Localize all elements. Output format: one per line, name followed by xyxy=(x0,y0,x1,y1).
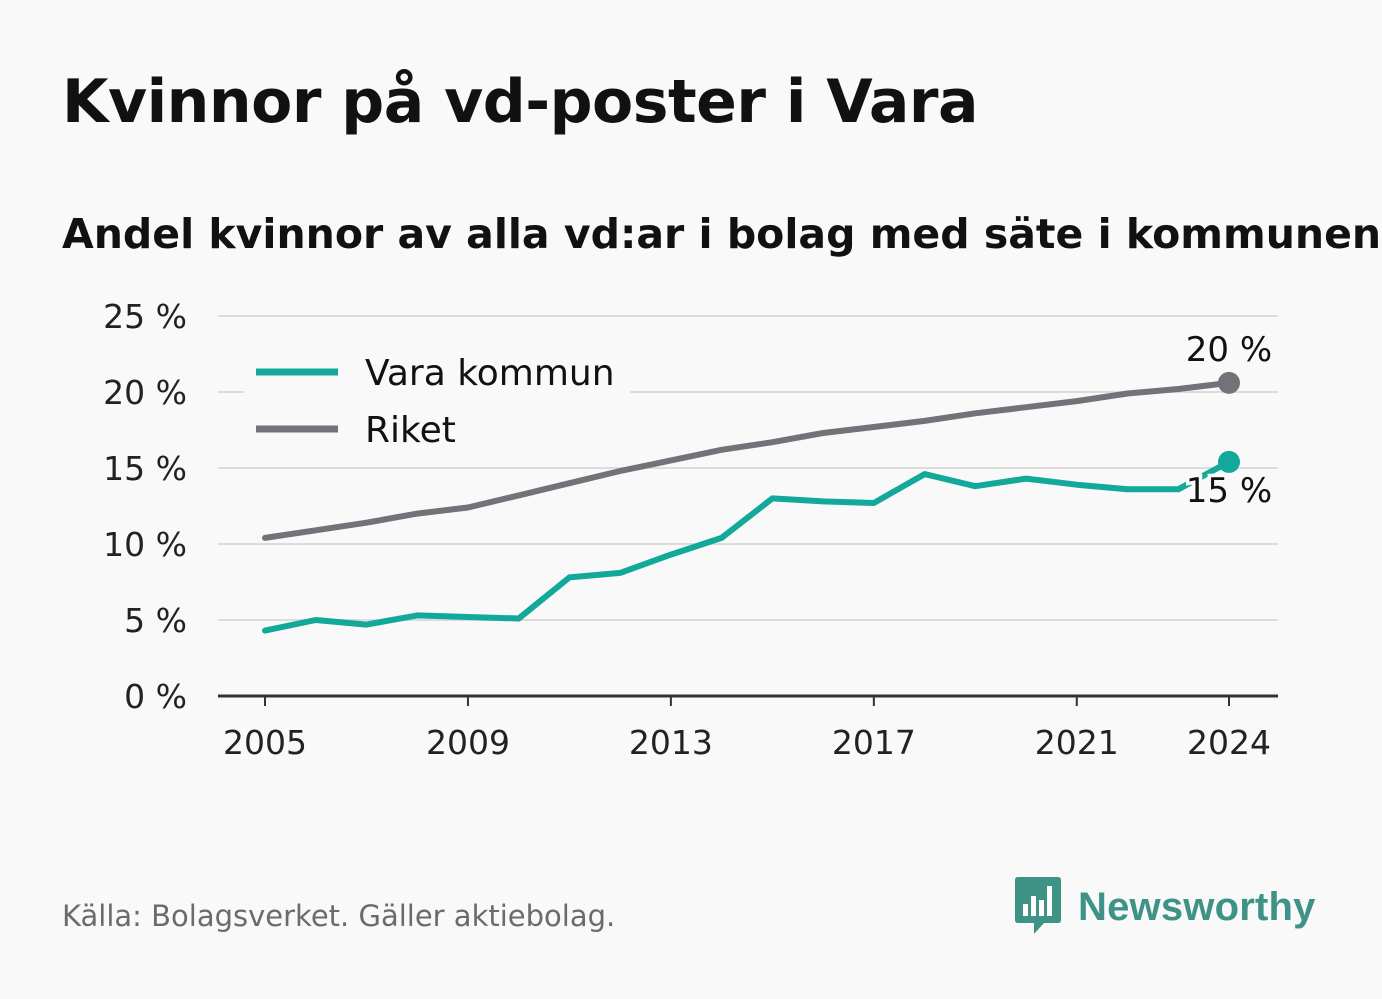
legend: Vara kommun Riket xyxy=(244,346,630,454)
legend-background xyxy=(244,346,630,454)
end-label-vara: 15 % xyxy=(1186,471,1272,511)
brand-name: Newsworthy xyxy=(1078,884,1316,929)
x-tick-label: 2013 xyxy=(629,723,713,762)
y-axis-ticks: 0 % 5 % 10 % 15 % 20 % 25 % xyxy=(103,297,187,716)
y-tick-label: 5 % xyxy=(124,601,187,640)
x-tick-label: 2021 xyxy=(1035,723,1119,762)
y-tick-label: 20 % xyxy=(103,373,187,412)
x-tick-label: 2005 xyxy=(223,723,307,762)
chart-title: Kvinnor på vd-poster i Vara xyxy=(62,67,979,137)
end-point-vara xyxy=(1218,450,1240,473)
end-label-riket: 20 % xyxy=(1186,330,1272,370)
x-tick-label: 2024 xyxy=(1187,723,1271,762)
chart-subtitle: Andel kvinnor av alla vd:ar i bolag med … xyxy=(62,210,1382,258)
source-note: Källa: Bolagsverket. Gäller aktiebolag. xyxy=(62,899,616,933)
x-tick-label: 2017 xyxy=(832,723,916,762)
y-tick-label: 10 % xyxy=(103,525,187,564)
end-labels: 20 % 15 % xyxy=(1182,330,1275,515)
x-axis-ticks: 2005 2009 2013 2017 2021 2024 xyxy=(223,696,1271,762)
y-tick-label: 25 % xyxy=(103,297,187,336)
legend-label-vara: Vara kommun xyxy=(365,353,615,394)
series-lines xyxy=(262,371,1240,634)
end-point-riket xyxy=(1218,371,1240,394)
y-tick-label: 15 % xyxy=(103,449,187,488)
bar-chart-icon xyxy=(1015,877,1061,934)
series-line-vara xyxy=(262,458,1232,634)
legend-label-riket: Riket xyxy=(365,410,456,451)
y-tick-label: 0 % xyxy=(124,677,187,716)
x-tick-label: 2009 xyxy=(426,723,510,762)
series-line-riket xyxy=(262,379,1232,541)
newsworthy-logo[interactable]: Newsworthy xyxy=(1012,876,1316,938)
